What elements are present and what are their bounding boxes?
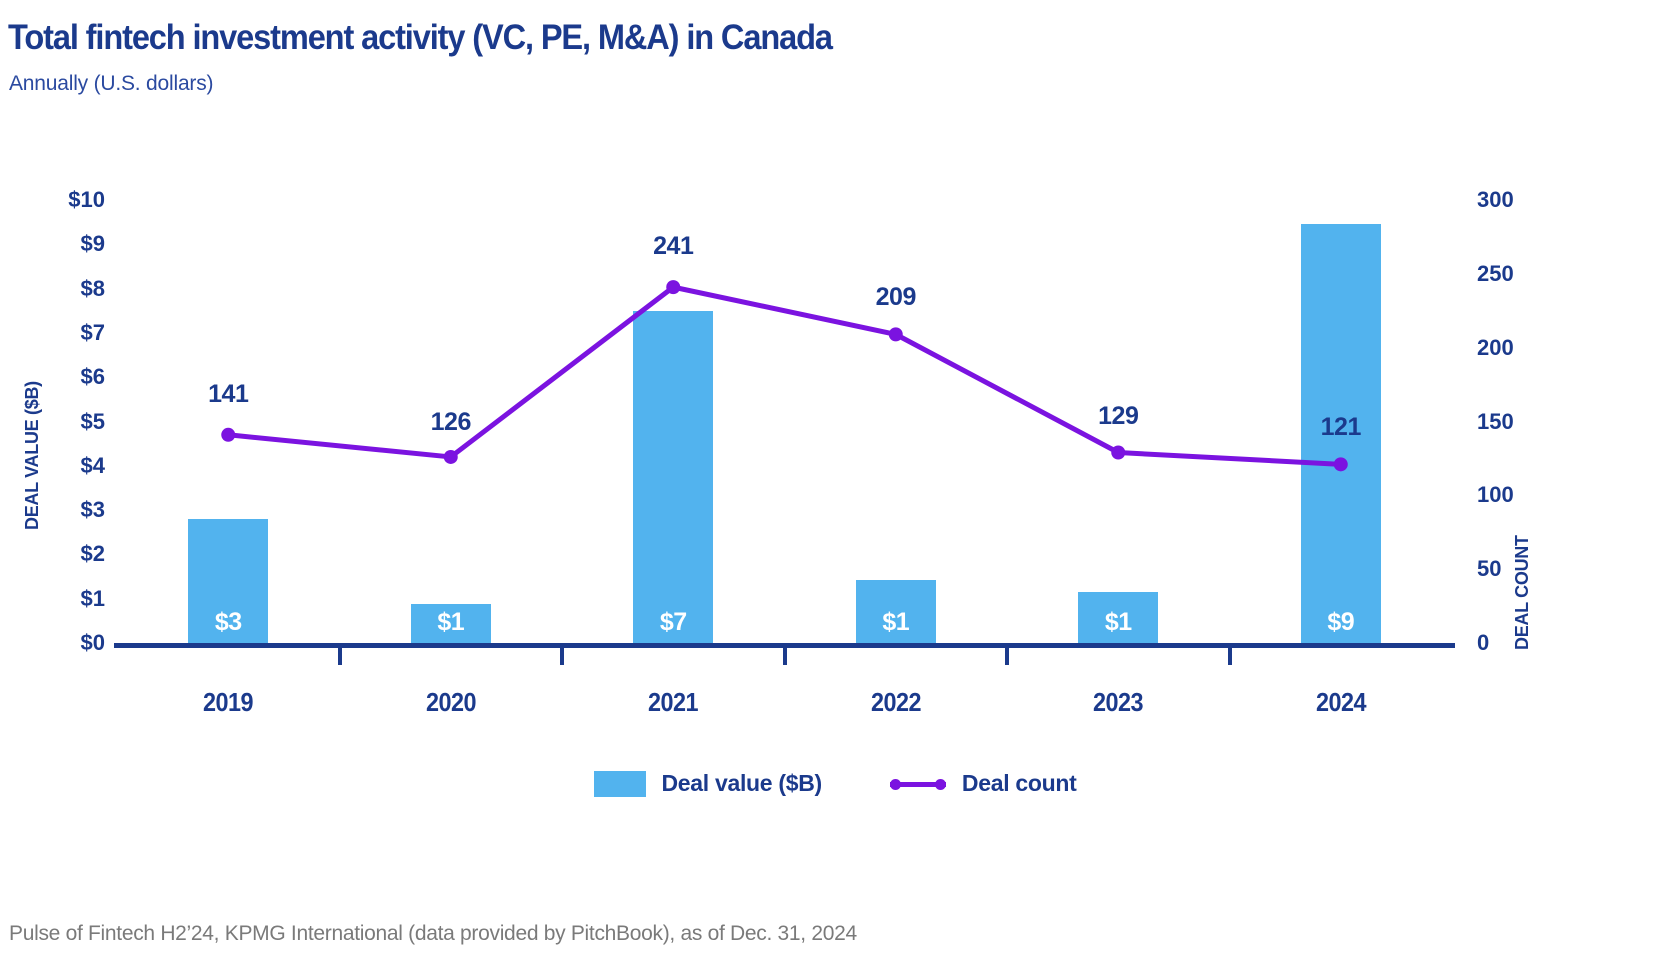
line-point-2019[interactable] bbox=[221, 427, 236, 442]
page-subtitle: Annually (U.S. dollars) bbox=[9, 72, 214, 95]
deal-count-line bbox=[225, 284, 1344, 467]
legend-item-deal-count[interactable]: Deal count bbox=[889, 770, 1077, 797]
bar-value-label: $1 bbox=[437, 608, 465, 636]
y-axis-left-tick: $4 bbox=[80, 452, 105, 478]
y-axis-left-tick: $5 bbox=[80, 408, 105, 434]
x-axis-label-2019: 2019 bbox=[203, 687, 254, 717]
y-axis-left-tick: $0 bbox=[80, 630, 105, 655]
line-series-layer bbox=[221, 280, 1348, 472]
legend-label: Deal count bbox=[961, 770, 1077, 796]
chart-legend: Deal value ($B) Deal count bbox=[0, 770, 1670, 797]
x-axis-label-2024: 2024 bbox=[1315, 687, 1366, 717]
line-point-2021[interactable] bbox=[666, 280, 681, 295]
line-value-label-2020: 126 bbox=[430, 407, 472, 436]
bar-value-label: $1 bbox=[1104, 608, 1132, 636]
legend-item-deal-value[interactable]: Deal value ($B) bbox=[593, 770, 823, 797]
x-axis-tick bbox=[1227, 648, 1232, 665]
bar-value-label: $9 bbox=[1327, 608, 1355, 636]
y-axis-left-title: DEAL VALUE ($B) bbox=[22, 381, 42, 530]
legend-swatch-icon bbox=[593, 770, 646, 797]
y-axis-right-tick: 150 bbox=[1477, 408, 1514, 434]
bar-value-label: $1 bbox=[882, 608, 910, 636]
y-axis-left-tick: $10 bbox=[68, 187, 105, 212]
y-axis-right-tick: 250 bbox=[1477, 260, 1514, 286]
bar-2020[interactable]: $1 bbox=[410, 604, 491, 643]
legend-label: Deal value ($B) bbox=[661, 770, 823, 796]
page-title: Total fintech investment activity (VC, P… bbox=[8, 18, 833, 57]
y-axis-left-tick: $9 bbox=[80, 231, 105, 257]
bar-value-label: $3 bbox=[214, 608, 242, 636]
y-axis-right-title: DEAL COUNT bbox=[1512, 535, 1532, 650]
bar-2021[interactable]: $7 bbox=[633, 310, 714, 643]
line-point-2020[interactable] bbox=[443, 449, 458, 464]
x-axis-label-2021: 2021 bbox=[648, 687, 699, 717]
x-axis-tick bbox=[1005, 648, 1009, 665]
y-axis-left-tick: $7 bbox=[80, 319, 105, 345]
x-axis-tick bbox=[560, 648, 564, 665]
x-axis-label-2023: 2023 bbox=[1093, 687, 1144, 717]
bar-2019[interactable]: $3 bbox=[188, 518, 269, 643]
line-value-label-2019: 141 bbox=[208, 379, 249, 408]
y-axis-left-tick: $1 bbox=[80, 585, 105, 611]
bar-value-label: $7 bbox=[659, 608, 687, 636]
plot-area: DEAL VALUE ($B) DEAL COUNT $0 $1 $2 $3 $4 $5 $… bbox=[22, 189, 1532, 718]
y-axis-right-tick: 0 bbox=[1477, 630, 1490, 655]
source-note: Pulse of Fintech H2’24, KPMG Internation… bbox=[9, 922, 857, 945]
deal-count-points bbox=[221, 280, 1348, 472]
line-value-label-2024: 121 bbox=[1320, 413, 1362, 442]
x-axis-tick bbox=[782, 648, 787, 665]
legend-line-icon bbox=[889, 777, 946, 791]
line-point-2022[interactable] bbox=[888, 327, 903, 342]
x-axis-label-2020: 2020 bbox=[425, 687, 476, 717]
x-axis-tick bbox=[337, 648, 342, 665]
y-axis-left-tick: $2 bbox=[80, 541, 105, 567]
bar-2022[interactable]: $1 bbox=[855, 579, 936, 643]
x-axis-label-2022: 2022 bbox=[870, 687, 921, 717]
bar-2023[interactable]: $1 bbox=[1078, 592, 1159, 643]
x-axis-line bbox=[114, 643, 1455, 648]
line-value-label-2021: 241 bbox=[653, 232, 694, 261]
y-axis-right-tick: 200 bbox=[1477, 334, 1514, 360]
y-axis-right-tick: 50 bbox=[1477, 556, 1502, 582]
line-value-label-2023: 129 bbox=[1098, 401, 1139, 430]
y-axis-right-tick: 300 bbox=[1477, 187, 1514, 212]
line-point-2023[interactable] bbox=[1111, 445, 1126, 460]
y-axis-left-tick: $6 bbox=[80, 364, 105, 390]
y-axis-right-tick: 100 bbox=[1477, 482, 1514, 508]
y-axis-left-tick: $8 bbox=[80, 275, 105, 301]
line-value-label-2022: 209 bbox=[875, 283, 917, 312]
y-axis-left-tick: $3 bbox=[80, 497, 105, 523]
